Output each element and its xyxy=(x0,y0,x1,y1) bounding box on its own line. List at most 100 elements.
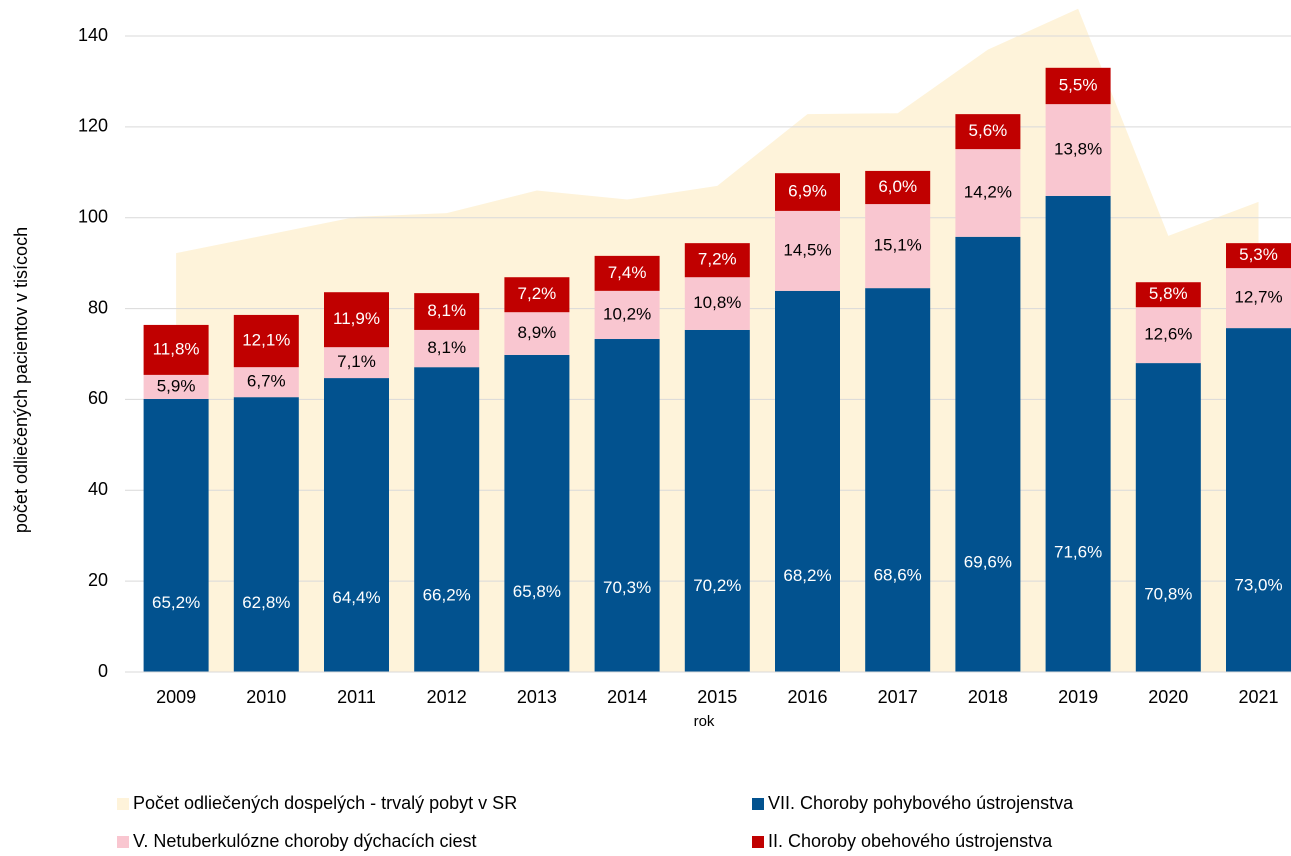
x-tick-label: 2010 xyxy=(246,687,286,707)
bar-segment xyxy=(1226,328,1291,672)
data-label: 6,7% xyxy=(247,372,286,391)
bar-segment xyxy=(594,290,660,340)
data-label: 70,8% xyxy=(1144,584,1192,603)
data-label: 12,6% xyxy=(1144,325,1192,344)
bar-segment xyxy=(324,292,389,348)
data-label: 12,7% xyxy=(1234,288,1282,307)
y-tick-label: 60 xyxy=(88,388,108,408)
bar-segment xyxy=(414,293,480,330)
data-label: 66,2% xyxy=(423,585,471,604)
bar-segment xyxy=(865,204,931,289)
y-axis-title: počet odliečených pacientov v tisícoch xyxy=(11,227,31,533)
bar-segment xyxy=(1226,243,1291,269)
bar-segment xyxy=(684,277,750,330)
legend-swatch xyxy=(752,836,764,848)
data-label: 12,1% xyxy=(242,331,290,350)
data-label: 68,2% xyxy=(783,566,831,585)
bar-segment xyxy=(233,314,299,368)
x-tick-label: 2009 xyxy=(156,687,196,707)
bar-segment xyxy=(955,149,1021,237)
y-tick-label: 40 xyxy=(88,479,108,499)
data-label: 70,3% xyxy=(603,578,651,597)
bar-segment xyxy=(865,170,931,205)
data-label: 69,6% xyxy=(964,553,1012,572)
data-label: 8,1% xyxy=(427,338,466,357)
data-label: 7,1% xyxy=(337,352,376,371)
data-label: 64,4% xyxy=(332,588,380,607)
y-tick-label: 80 xyxy=(88,297,108,317)
bar-segment xyxy=(143,324,209,375)
bar-segment xyxy=(865,288,931,672)
legend-swatch xyxy=(117,836,129,848)
x-axis-title: rok xyxy=(694,713,715,730)
bar-segment xyxy=(1045,195,1111,672)
data-label: 14,5% xyxy=(783,240,831,259)
y-tick-label: 100 xyxy=(78,206,108,226)
data-label: 71,6% xyxy=(1054,542,1102,561)
x-tick-label: 2021 xyxy=(1238,687,1278,707)
legend-label: VII. Choroby pohybového ústrojenstva xyxy=(768,793,1074,813)
data-label: 6,9% xyxy=(788,182,827,201)
x-tick-label: 2016 xyxy=(787,687,827,707)
bar-segment xyxy=(414,329,480,368)
data-label: 13,8% xyxy=(1054,140,1102,159)
data-label: 5,9% xyxy=(157,376,196,395)
data-label: 5,5% xyxy=(1059,75,1098,94)
data-label: 8,1% xyxy=(427,301,466,320)
bar-segment xyxy=(504,354,570,672)
data-label: 62,8% xyxy=(242,593,290,612)
x-tick-label: 2017 xyxy=(878,687,918,707)
bar-segment xyxy=(594,255,660,291)
x-tick-label: 2020 xyxy=(1148,687,1188,707)
bar-segment xyxy=(684,243,750,278)
y-tick-label: 0 xyxy=(98,661,108,681)
data-label: 7,4% xyxy=(608,263,647,282)
data-label: 7,2% xyxy=(698,250,737,269)
x-tick-label: 2014 xyxy=(607,687,647,707)
data-label: 11,8% xyxy=(153,339,200,358)
data-label: 15,1% xyxy=(874,236,922,255)
x-tick-label: 2015 xyxy=(697,687,737,707)
bar-segment xyxy=(504,312,570,355)
bar-segment xyxy=(504,277,570,313)
y-tick-label: 120 xyxy=(78,116,108,136)
data-label: 5,8% xyxy=(1149,284,1188,303)
bar-segment xyxy=(143,398,209,672)
data-label: 7,2% xyxy=(518,284,557,303)
bar-segment xyxy=(324,347,389,379)
data-label: 8,9% xyxy=(518,323,557,342)
data-label: 5,6% xyxy=(969,121,1008,140)
bar-segment xyxy=(684,329,750,672)
bar-segment xyxy=(775,210,840,291)
bar-segment xyxy=(414,367,480,672)
data-label: 70,2% xyxy=(693,576,741,595)
bar-segment xyxy=(233,397,299,672)
bar-segment xyxy=(143,374,209,399)
y-tick-label: 140 xyxy=(78,25,108,45)
legend-label: II. Choroby obehového ústrojenstva xyxy=(768,831,1053,851)
bar-segment xyxy=(1135,307,1201,364)
bar-segment xyxy=(775,173,840,211)
x-tick-label: 2019 xyxy=(1058,687,1098,707)
data-label: 73,0% xyxy=(1234,576,1282,595)
bar-segment xyxy=(233,367,299,398)
data-label: 6,0% xyxy=(878,177,917,196)
x-tick-label: 2013 xyxy=(517,687,557,707)
data-label: 68,6% xyxy=(874,566,922,585)
legend-swatch xyxy=(117,798,129,810)
data-label: 10,2% xyxy=(603,304,651,323)
data-label: 10,8% xyxy=(693,293,741,312)
legend-label: V. Netuberkulózne choroby dýchacích cies… xyxy=(133,831,477,851)
legend-swatch xyxy=(752,798,764,810)
data-label: 11,9% xyxy=(333,309,380,328)
legend-label: Počet odliečených dospelých - trvalý pob… xyxy=(133,793,517,813)
bar-segment xyxy=(594,339,660,672)
bar-segment xyxy=(955,236,1021,672)
bar-segment xyxy=(1135,282,1201,308)
x-tick-label: 2011 xyxy=(337,687,376,707)
bar-segment xyxy=(1045,104,1111,196)
y-tick-label: 20 xyxy=(88,570,108,590)
x-tick-label: 2018 xyxy=(968,687,1008,707)
data-label: 5,3% xyxy=(1239,245,1278,264)
bar-segment xyxy=(955,114,1021,150)
